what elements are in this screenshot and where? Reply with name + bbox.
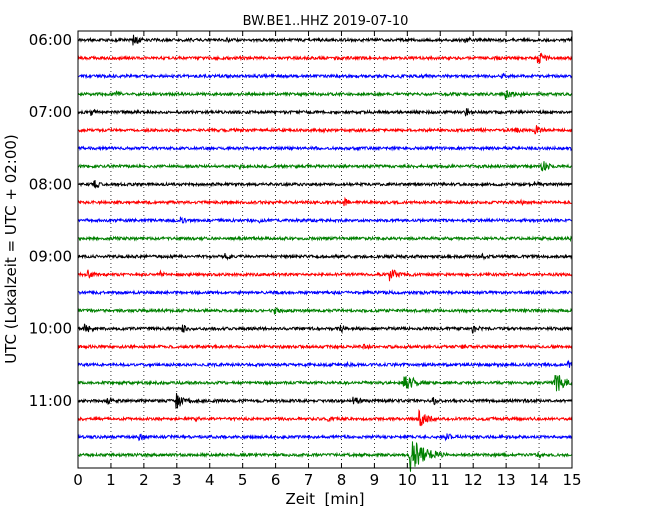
trace-11:15 bbox=[77, 408, 573, 427]
x-tick-label-14: 14 bbox=[530, 471, 549, 489]
trace-07:30 bbox=[77, 144, 573, 152]
trace-08:45 bbox=[77, 235, 573, 243]
trace-06:45 bbox=[77, 90, 573, 100]
x-tick-label-5: 5 bbox=[238, 471, 248, 489]
x-tick-label-1: 1 bbox=[106, 471, 116, 489]
x-tick-label-6: 6 bbox=[271, 471, 281, 489]
x-tick-label-15: 15 bbox=[562, 471, 581, 489]
trace-08:30 bbox=[77, 216, 573, 224]
y-tick-label-06:00: 06:00 bbox=[29, 31, 72, 49]
x-tick-label-2: 2 bbox=[139, 471, 149, 489]
trace-10:15 bbox=[77, 343, 573, 351]
y-axis: 06:00 07:00 08:00 09:00 10:00 11:00 bbox=[29, 31, 572, 410]
trace-11:45 bbox=[77, 441, 573, 472]
trace-09:45 bbox=[77, 307, 573, 315]
trace-07:15 bbox=[77, 125, 573, 135]
x-tick-label-10: 10 bbox=[398, 471, 417, 489]
x-tick-label-8: 8 bbox=[337, 471, 347, 489]
x-tick-label-13: 13 bbox=[497, 471, 516, 489]
grid bbox=[110, 31, 540, 468]
y-tick-label-10:00: 10:00 bbox=[29, 320, 72, 338]
trace-09:30 bbox=[77, 289, 573, 296]
trace-08:15 bbox=[77, 196, 573, 207]
y-axis-label: UTC (Lokalzeit = UTC + 02:00) bbox=[2, 134, 20, 364]
trace-06:00 bbox=[77, 34, 573, 46]
x-tick-label-9: 9 bbox=[370, 471, 380, 489]
trace-06:15 bbox=[77, 52, 573, 64]
trace-10:00 bbox=[77, 323, 573, 335]
x-tick-label-3: 3 bbox=[172, 471, 182, 489]
y-tick-label-09:00: 09:00 bbox=[29, 247, 72, 265]
x-tick-label-7: 7 bbox=[304, 471, 314, 489]
trace-11:30 bbox=[77, 433, 573, 442]
plot-frame bbox=[77, 30, 573, 469]
traces bbox=[77, 34, 573, 472]
y-tick-label-08:00: 08:00 bbox=[29, 175, 72, 193]
trace-10:30 bbox=[77, 359, 573, 369]
trace-11:00 bbox=[77, 393, 573, 409]
chart-title: BW.BE1..HHZ 2019-07-10 bbox=[243, 14, 409, 29]
x-tick-label-12: 12 bbox=[464, 471, 483, 489]
x-tick-label-0: 0 bbox=[73, 471, 83, 489]
trace-07:00 bbox=[77, 108, 573, 117]
x-tick-label-4: 4 bbox=[205, 471, 215, 489]
trace-08:00 bbox=[77, 180, 573, 189]
y-tick-label-07:00: 07:00 bbox=[29, 103, 72, 121]
y-tick-label-11:00: 11:00 bbox=[29, 392, 72, 410]
trace-07:45 bbox=[77, 161, 573, 172]
trace-06:30 bbox=[77, 72, 573, 80]
x-axis-label: Zeit [min] bbox=[285, 490, 364, 508]
x-axis: 0 1 2 3 4 5 6 7 8 9 10 11 12 13 14 15 bbox=[73, 31, 582, 489]
trace-10:45 bbox=[77, 375, 573, 392]
trace-09:00 bbox=[77, 252, 573, 261]
x-tick-label-11: 11 bbox=[431, 471, 450, 489]
trace-09:15 bbox=[77, 269, 573, 282]
